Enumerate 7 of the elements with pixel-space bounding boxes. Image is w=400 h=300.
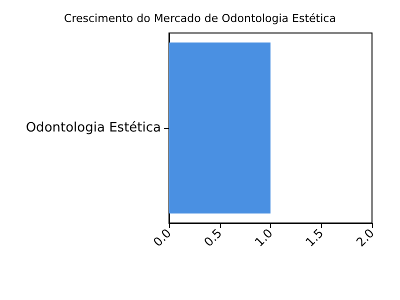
x-tick-label: 0.5	[201, 226, 225, 250]
x-tick-label: 2.0	[354, 226, 377, 250]
chart-title: Crescimento do Mercado de Odontologia Estética	[64, 12, 336, 25]
x-tick-label: 1.0	[252, 226, 276, 250]
x-tick-label: 0.0	[150, 226, 174, 250]
y-tick-label: Odontologia Estética	[26, 120, 161, 136]
x-tick-label: 1.5	[302, 226, 326, 250]
